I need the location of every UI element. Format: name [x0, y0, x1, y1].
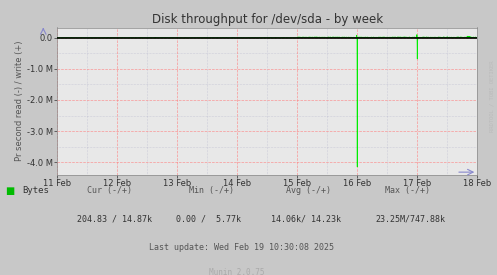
Text: Min (-/+): Min (-/+) — [189, 186, 234, 195]
Y-axis label: Pr second read (-) / write (+): Pr second read (-) / write (+) — [15, 41, 24, 161]
Text: Cur (-/+): Cur (-/+) — [87, 186, 132, 195]
Text: Last update: Wed Feb 19 10:30:08 2025: Last update: Wed Feb 19 10:30:08 2025 — [149, 243, 334, 252]
Text: 204.83 / 14.87k: 204.83 / 14.87k — [77, 214, 152, 224]
Text: ■: ■ — [5, 186, 14, 196]
Text: Munin 2.0.75: Munin 2.0.75 — [209, 268, 264, 275]
Text: Max (-/+): Max (-/+) — [385, 186, 430, 195]
Title: Disk throughput for /dev/sda - by week: Disk throughput for /dev/sda - by week — [152, 13, 383, 26]
Text: Bytes: Bytes — [22, 186, 49, 195]
Text: 14.06k/ 14.23k: 14.06k/ 14.23k — [271, 214, 341, 224]
Text: Avg (-/+): Avg (-/+) — [286, 186, 331, 195]
Text: 23.25M/747.88k: 23.25M/747.88k — [375, 214, 445, 224]
Text: 0.00 /  5.77k: 0.00 / 5.77k — [176, 214, 242, 224]
Text: RRDTOOL / TOBI OETIKER: RRDTOOL / TOBI OETIKER — [490, 60, 495, 132]
